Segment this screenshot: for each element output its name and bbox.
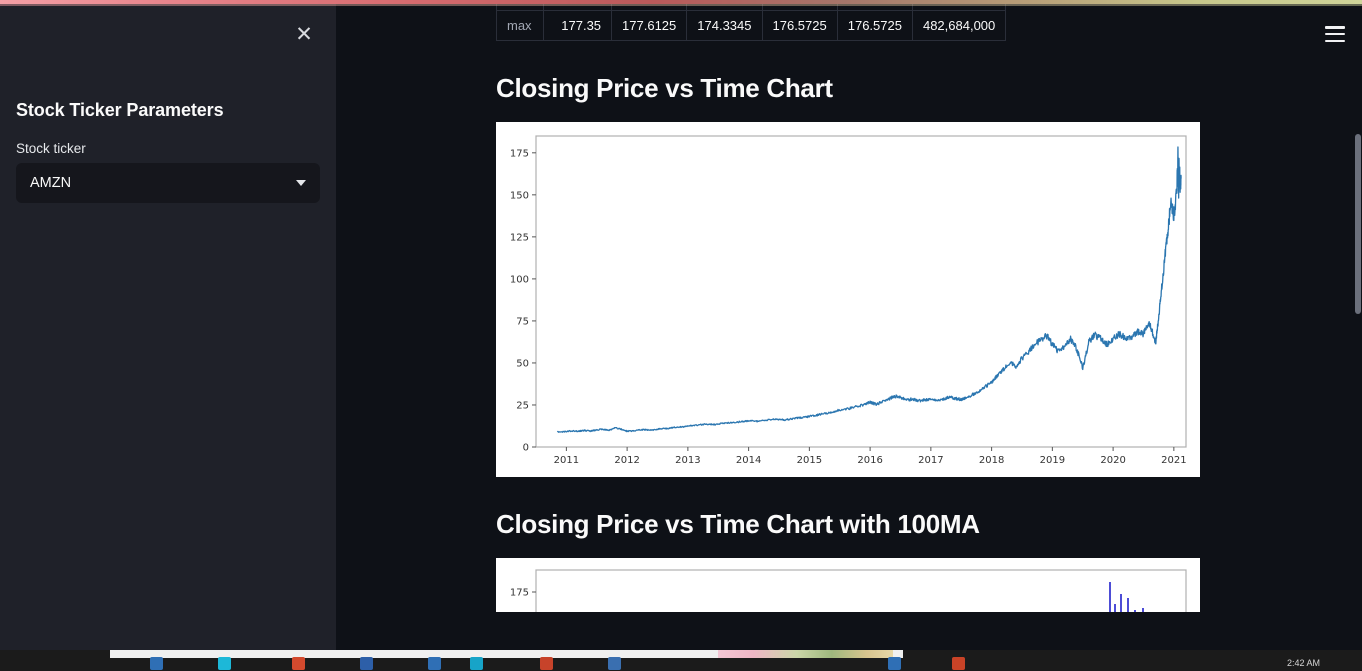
svg-text:75: 75 [516, 316, 529, 327]
hamburger-bar-1 [1325, 26, 1345, 29]
table-row: max 177.35 177.6125 174.3345 176.5725 17… [495, 10, 1007, 41]
taskbar-icon-5[interactable] [428, 657, 441, 670]
taskbar-clock: 2:42 AM [1286, 658, 1320, 668]
taskbar-icon-3[interactable] [292, 657, 305, 670]
table-cell: 482,684,000 [911, 10, 1007, 41]
table-row-label: max [495, 10, 545, 41]
taskbar-icon-1[interactable] [150, 657, 163, 670]
svg-text:2013: 2013 [675, 455, 700, 466]
table-cell: 177.35 [543, 10, 613, 41]
table-cell: 176.5725 [836, 10, 913, 41]
taskbar-icon-7[interactable] [540, 657, 553, 670]
stock-ticker-value: AMZN [30, 175, 72, 191]
main-content-area: 75% 80.2001 81.1824 79.3458 80.2145 80.2… [336, 4, 1362, 650]
chevron-down-icon [296, 180, 306, 186]
svg-text:2017: 2017 [918, 455, 943, 466]
hamburger-bar-3 [1325, 39, 1345, 42]
taskbar-icon-10[interactable] [952, 657, 965, 670]
svg-text:2016: 2016 [857, 455, 882, 466]
top-gradient-shadow [0, 4, 1362, 6]
closing-price-chart: 0 25 50 75 100 125 150 175 2011 2012 2013 2014 2015 2… [510, 135, 1187, 466]
hamburger-menu-icon[interactable] [1325, 24, 1349, 44]
top-gradient-strip [0, 0, 1362, 4]
close-icon[interactable]: ✕ [290, 20, 318, 48]
svg-text:2014: 2014 [736, 455, 761, 466]
sidebar-title: Stock Ticker Parameters [16, 100, 224, 120]
svg-text:2020: 2020 [1100, 455, 1125, 466]
taskbar-icon-9[interactable] [888, 657, 901, 670]
svg-text:125: 125 [510, 232, 529, 243]
sidebar-panel: ✕ Stock Ticker Parameters Stock ticker A… [0, 4, 336, 650]
svg-text:0: 0 [523, 443, 529, 454]
svg-text:2021: 2021 [1161, 455, 1186, 466]
closing-price-100ma-chart: 175 [510, 569, 1187, 612]
os-taskbar: 2:42 AM [0, 650, 1362, 671]
svg-text:50: 50 [516, 358, 529, 369]
table-cell: 177.6125 [611, 10, 688, 41]
taskbar-icon-6[interactable] [470, 657, 483, 670]
taskbar-window-preview-image [718, 650, 893, 658]
svg-text:175: 175 [510, 588, 529, 599]
closing-price-100ma-chart-figure: 175 [496, 558, 1200, 612]
table-cell: 174.3345 [686, 10, 763, 41]
taskbar-icon-8[interactable] [608, 657, 621, 670]
page-title: Closing Price vs Time Chart [496, 73, 833, 103]
closing-price-chart-figure: 0 25 50 75 100 125 150 175 2011 2012 2013 2014 2015 2… [496, 122, 1200, 477]
taskbar-icon-4[interactable] [360, 657, 373, 670]
svg-text:2019: 2019 [1040, 455, 1065, 466]
stock-ticker-label: Stock ticker [16, 141, 86, 156]
svg-text:175: 175 [510, 148, 529, 159]
svg-text:100: 100 [510, 274, 529, 285]
svg-text:2011: 2011 [554, 455, 579, 466]
summary-stats-table: 75% 80.2001 81.1824 79.3458 80.2145 80.2… [495, 4, 1007, 41]
taskbar-icon-2[interactable] [218, 657, 231, 670]
page-title-2: Closing Price vs Time Chart with 100MA [496, 509, 980, 539]
svg-text:25: 25 [516, 400, 529, 411]
stock-ticker-select[interactable]: AMZN [16, 163, 320, 203]
scrollbar[interactable] [1354, 4, 1362, 650]
svg-text:2018: 2018 [979, 455, 1004, 466]
sidebar-content: Stock Ticker Parameters Stock ticker AMZ… [0, 4, 336, 203]
scrollbar-thumb[interactable] [1355, 134, 1361, 314]
svg-text:2015: 2015 [797, 455, 822, 466]
table-cell: 176.5725 [761, 10, 838, 41]
hamburger-bar-2 [1325, 32, 1345, 36]
svg-text:2012: 2012 [614, 455, 639, 466]
svg-text:150: 150 [510, 190, 529, 201]
taskbar-window-preview[interactable] [110, 650, 903, 658]
content-column: 75% 80.2001 81.1824 79.3458 80.2145 80.2… [495, 4, 1206, 612]
